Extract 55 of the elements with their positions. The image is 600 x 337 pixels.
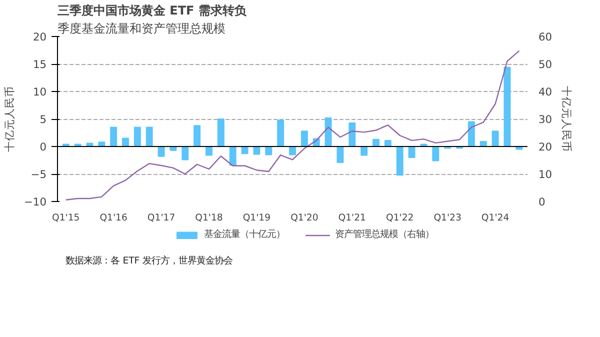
bar	[134, 126, 141, 147]
bar	[277, 120, 284, 147]
bar	[229, 146, 236, 166]
y-tick-label: 5	[40, 113, 46, 126]
chart-subtitle: 季度基金流量和资产管理总规模	[58, 22, 226, 36]
legend-label: 资产管理总规模（右轴）	[335, 228, 434, 241]
y-tick-label: 20	[32, 30, 47, 44]
x-tick-label: Q1'18	[195, 212, 223, 224]
y-axis-title: 十亿元人民币	[3, 86, 16, 152]
y2-tick-label: 30	[538, 113, 552, 126]
bar	[492, 130, 499, 147]
x-tick-label: Q1'20	[290, 212, 318, 224]
y-tick-label: 15	[32, 58, 47, 71]
bar	[182, 146, 189, 160]
x-tick-label: Q1'22	[386, 212, 414, 224]
bar	[146, 126, 153, 147]
bar	[300, 130, 308, 147]
bar	[110, 126, 118, 147]
bar	[158, 146, 165, 157]
y-tick-label: −5	[30, 168, 47, 181]
bar	[360, 146, 368, 156]
y2-axis-title: 十亿元人民币	[560, 86, 574, 152]
x-tick-label: Q1'15	[52, 212, 80, 224]
legend-label: 基金流量（十亿元）	[204, 228, 285, 241]
line-series	[65, 50, 520, 200]
y2-tick-label: 10	[538, 168, 552, 181]
y-tick-label: 10	[32, 86, 47, 98]
y2-tick-label: 50	[538, 58, 552, 71]
bar	[194, 125, 201, 147]
bar	[348, 122, 356, 147]
x-tick-label: Q1'19	[242, 212, 271, 224]
bar	[289, 146, 296, 156]
x-tick-label: Q1'23	[434, 212, 462, 224]
x-tick-label: Q1'17	[147, 212, 176, 224]
y-tick-label: −10	[24, 196, 47, 208]
bar	[336, 146, 344, 163]
y-tick-label: 0	[40, 140, 47, 154]
y2-tick-label: 0	[538, 196, 546, 208]
y2-tick-label: 60	[538, 30, 552, 44]
bar	[324, 117, 332, 147]
bar	[265, 146, 272, 156]
bar	[408, 146, 416, 158]
bar	[206, 146, 212, 156]
chart-title: 三季度中国市场黄金 ETF 需求转负	[58, 4, 248, 18]
bar	[396, 146, 404, 176]
bar	[504, 66, 511, 147]
x-tick-label: Q1'21	[338, 212, 366, 224]
x-tick-label: Q1'16	[100, 212, 128, 224]
bar	[432, 146, 440, 162]
source-note: 数据来源：各 ETF 发行方，世界黄金协会	[66, 256, 233, 266]
bar	[217, 118, 224, 147]
y2-tick-label: 20	[538, 140, 552, 154]
y2-tick-label: 40	[538, 86, 552, 98]
bar	[468, 121, 475, 147]
x-tick-label: Q1'24	[481, 212, 510, 224]
